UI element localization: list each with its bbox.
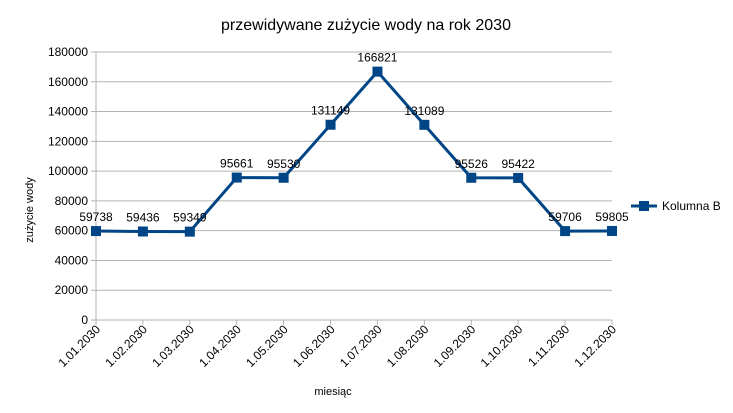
data-point (91, 226, 101, 237)
data-point (513, 172, 524, 183)
data-point (231, 172, 242, 183)
data-label: 95661 (220, 157, 254, 171)
data-label: 59706 (548, 210, 582, 224)
y-tick-label: 100000 (48, 164, 88, 178)
series (91, 66, 617, 237)
y-tick-label: 140000 (48, 105, 88, 119)
data-label: 59349 (173, 211, 207, 225)
y-tick-label: 20000 (55, 283, 89, 297)
data-point (184, 226, 195, 237)
data-point (278, 172, 289, 183)
data-point (372, 66, 383, 77)
y-tick-label: 160000 (48, 75, 88, 89)
data-point (325, 119, 336, 130)
series-line (95, 70, 613, 234)
data-label: 131149 (311, 104, 350, 118)
data-point (560, 226, 571, 237)
data-label: 95530 (267, 157, 301, 171)
data-labels: 59738 59436 59349 95661 95530 131149 166821 131… (79, 51, 629, 225)
x-axis-title: miesiąc (314, 386, 352, 398)
y-tick-label: 0 (81, 313, 88, 327)
data-point (607, 225, 617, 236)
legend-label: Kolumna B (662, 199, 721, 213)
data-point (466, 172, 477, 183)
data-label: 95526 (455, 157, 489, 171)
y-tick-label: 80000 (55, 194, 89, 208)
y-axis-ticks: 0 20000 40000 60000 80000 100000 120000 140000 1… (48, 45, 88, 327)
y-tick-label: 60000 (55, 224, 89, 238)
legend: Kolumna B (631, 199, 721, 213)
data-label: 166821 (357, 51, 397, 65)
data-point (419, 119, 430, 130)
data-label: 95422 (501, 157, 535, 171)
data-label: 59805 (595, 210, 629, 224)
y-axis-title: zużycie wody (24, 177, 36, 243)
data-label: 59436 (126, 211, 160, 225)
legend-marker (639, 201, 649, 211)
data-label: 131089 (404, 104, 444, 118)
y-tick-label: 40000 (55, 253, 89, 267)
data-label: 59738 (79, 210, 113, 224)
y-tick-label: 180000 (48, 45, 88, 59)
grid (96, 51, 612, 321)
data-point (137, 226, 148, 237)
axes (91, 51, 613, 325)
y-tick-label: 120000 (48, 134, 88, 148)
chart-title: przewidywane zużycie wody na rok 2030 (221, 17, 511, 34)
